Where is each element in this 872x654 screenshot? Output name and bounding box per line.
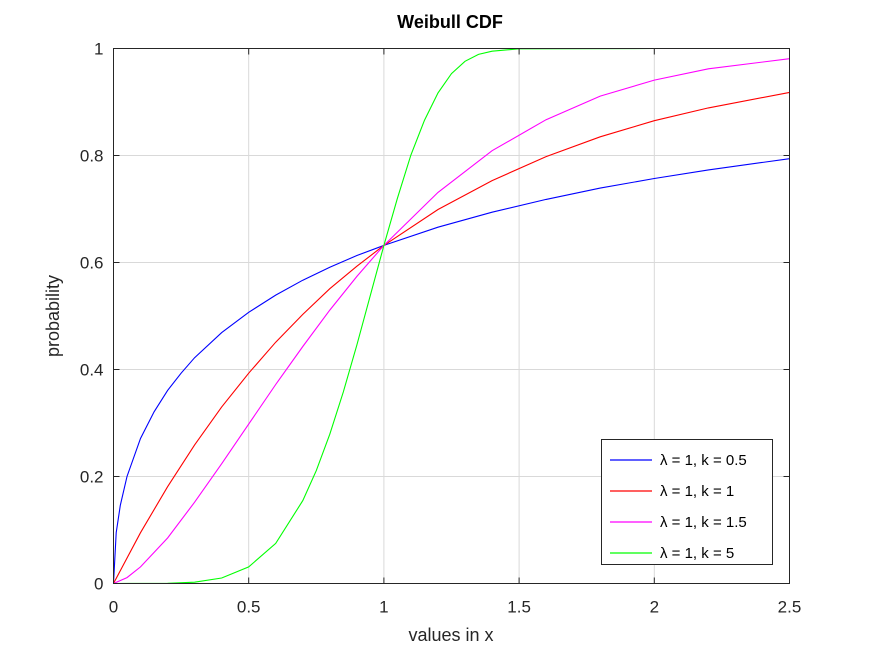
plot-frame <box>113 48 790 584</box>
series-line-2 <box>113 91 790 584</box>
y-tick-label: 0.4 <box>80 361 104 380</box>
x-tick-label: 1 <box>379 598 388 617</box>
legend-label-3: λ = 1, k = 1.5 <box>660 514 747 531</box>
x-tick-label: 2.5 <box>778 598 802 617</box>
legend-label-1: λ = 1, k = 0.5 <box>660 452 747 469</box>
y-tick-label: 0.6 <box>80 254 104 273</box>
tick-labels: 0 0.5 1 1.5 2 2.5 0 0.2 0.4 0.6 0.8 1 <box>80 40 801 617</box>
chart-title: Weibull CDF <box>397 12 503 32</box>
y-tick-label: 0 <box>94 575 103 594</box>
series-line-3 <box>113 58 790 585</box>
x-tick-label: 1.5 <box>507 598 531 617</box>
y-tick-label: 0.8 <box>80 147 104 166</box>
y-tick-label: 0.2 <box>80 468 104 487</box>
y-axis-label: probability <box>43 275 63 357</box>
legend: λ = 1, k = 0.5 λ = 1, k = 1 λ = 1, k = 1.5… <box>601 439 773 565</box>
legend-entries: λ = 1, k = 0.5 λ = 1, k = 1 λ = 1, k = 1.5… <box>610 452 747 562</box>
legend-label-2: λ = 1, k = 1 <box>660 483 734 500</box>
x-tick-label: 0 <box>109 598 118 617</box>
x-tick-label: 0.5 <box>237 598 261 617</box>
series-line-4 <box>113 47 790 585</box>
series-line-1 <box>112 158 790 584</box>
x-tick-label: 2 <box>650 598 659 617</box>
series-lines <box>112 47 790 585</box>
axis-ticks <box>113 48 790 584</box>
x-axis-label: values in x <box>408 625 493 645</box>
legend-label-4: λ = 1, k = 5 <box>660 545 734 562</box>
y-tick-label: 1 <box>94 40 103 59</box>
